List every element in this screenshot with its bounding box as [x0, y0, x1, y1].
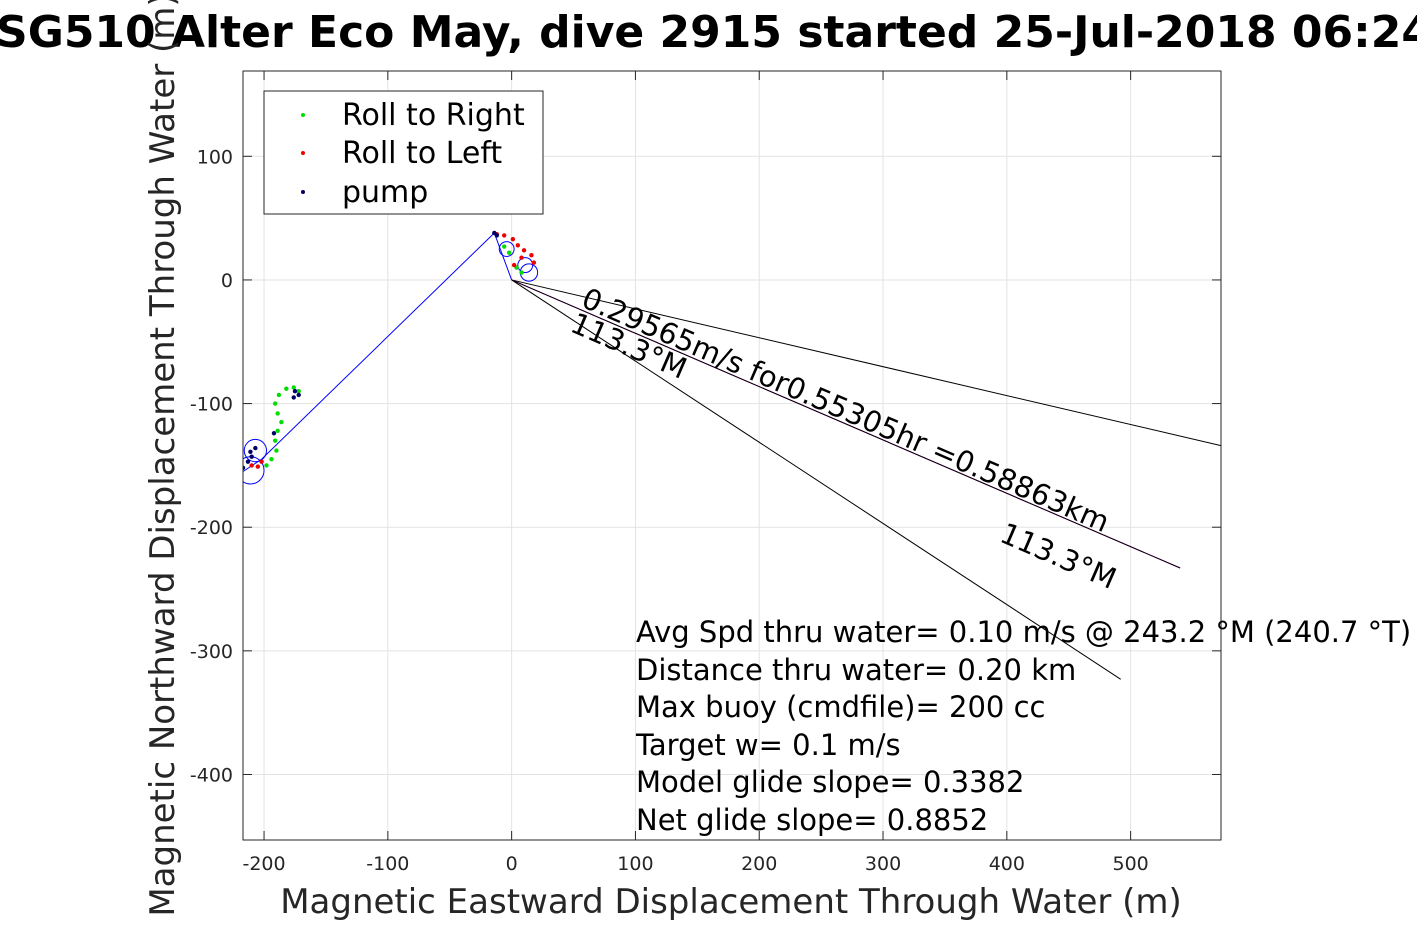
x-tick-label: 300 — [865, 853, 901, 875]
data-point — [253, 445, 258, 451]
x-tick-label: 200 — [741, 853, 777, 875]
legend-label-roll-left: Roll to Left — [342, 136, 502, 171]
data-point — [274, 448, 279, 453]
legend-marker-roll-right — [301, 113, 305, 117]
x-axis-label: Magnetic Eastward Displacement Through W… — [280, 882, 1182, 922]
data-point — [519, 270, 524, 275]
data-point — [245, 459, 251, 464]
x-tick-label: -100 — [366, 853, 409, 875]
dive-statistics: Avg Spd thru water= 0.10 m/s @ 243.2 °M … — [635, 615, 1411, 837]
heading-line — [511, 279, 1221, 447]
x-tick-label: 0 — [506, 853, 518, 875]
x-tick-label: 100 — [617, 853, 653, 875]
y-tick-label: -300 — [190, 641, 233, 663]
data-point — [502, 233, 507, 238]
data-point — [291, 385, 296, 390]
heading-line — [511, 279, 1121, 680]
data-point — [255, 464, 261, 469]
stat-distance: Distance thru water= 0.20 km — [636, 653, 1076, 687]
stat-target-w: Target w= 0.1 m/s — [635, 728, 901, 762]
chart-title: SG510 Alter Eco May, dive 2915 started 2… — [0, 7, 1417, 58]
data-point — [275, 411, 280, 416]
data-point — [506, 250, 512, 255]
data-point — [531, 260, 537, 265]
stat-net-glide-slope: Net glide slope= 0.8852 — [636, 803, 988, 837]
data-point — [292, 389, 298, 394]
data-point — [271, 431, 277, 436]
legend-marker-roll-left — [301, 151, 305, 155]
data-point — [519, 255, 524, 260]
stat-model-glide-slope: Model glide slope= 0.3382 — [636, 765, 1024, 799]
data-point — [269, 457, 274, 462]
y-tick-label: -400 — [190, 764, 233, 786]
data-point — [272, 401, 278, 406]
data-point — [264, 463, 269, 468]
legend: Roll to Right Roll to Left pump — [263, 90, 544, 215]
y-tick-label: -100 — [190, 394, 233, 416]
data-point — [248, 449, 253, 454]
x-tick-label: -200 — [242, 853, 285, 875]
x-tick-label: 500 — [1112, 853, 1148, 875]
data-point — [529, 253, 534, 258]
data-point — [249, 454, 254, 459]
heading-line — [511, 279, 1181, 569]
track-loop-circle — [498, 241, 515, 257]
track-loop-circle — [243, 438, 268, 463]
data-point — [279, 419, 284, 425]
data-point — [276, 392, 282, 398]
legend-label-roll-right: Roll to Right — [342, 98, 525, 133]
y-tick-label: 0 — [221, 270, 233, 292]
data-point — [249, 463, 254, 468]
data-point — [275, 428, 280, 433]
y-tick-label: -200 — [190, 517, 233, 539]
legend-label-pump: pump — [342, 175, 428, 210]
data-point — [511, 262, 517, 268]
data-point — [521, 248, 527, 253]
data-point — [296, 392, 301, 398]
x-tick-label: 400 — [989, 853, 1025, 875]
data-point — [515, 243, 521, 248]
stat-avg-speed: Avg Spd thru water= 0.10 m/s @ 243.2 °M … — [636, 615, 1411, 649]
data-point — [272, 438, 278, 443]
axis-ticks: -200 -100 0 100 200 300 400 500 -400 -300 -200 -100… — [190, 71, 1221, 875]
data-point — [291, 395, 296, 400]
axes-frame — [242, 70, 1222, 841]
data-point — [494, 233, 499, 238]
data-point — [502, 244, 507, 249]
data-point — [259, 459, 264, 464]
data-point — [510, 236, 516, 242]
y-tick-label: 100 — [197, 146, 233, 168]
legend-box — [263, 90, 544, 215]
data-point — [284, 386, 289, 391]
data-point — [296, 389, 301, 394]
stat-max-buoy: Max buoy (cmdfile)= 200 cc — [636, 690, 1045, 724]
data-point — [243, 465, 246, 471]
y-axis-label: Magnetic Northward Displacement Through … — [143, 0, 183, 917]
legend-marker-pump — [301, 190, 305, 194]
